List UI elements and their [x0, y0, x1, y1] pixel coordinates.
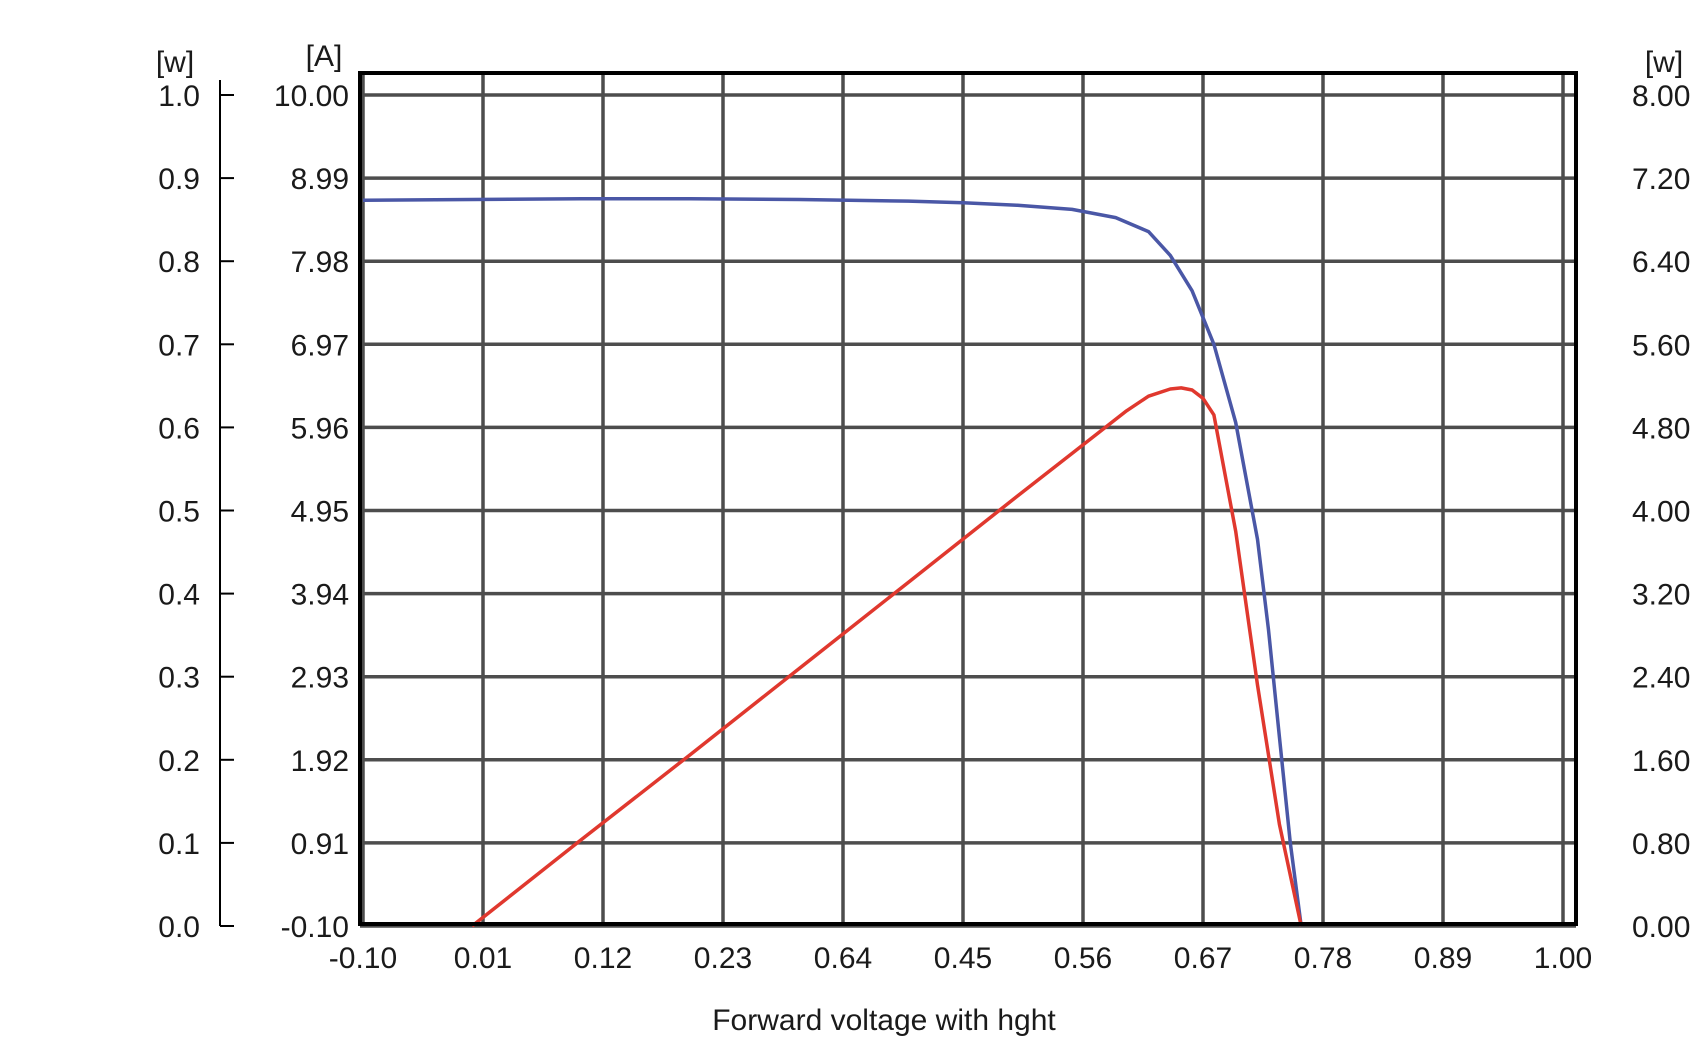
- left-inner-tick-label: 4.95: [291, 496, 349, 529]
- left-outer-tick-label: 0.5: [158, 496, 200, 529]
- left-outer-tick-label: 0.4: [158, 579, 200, 612]
- series-layer: [362, 196, 1303, 928]
- left-inner-tick-label: 8.99: [291, 163, 349, 196]
- left-outer-tick-label: 0.8: [158, 246, 200, 279]
- left-outer-unit-label: [w]: [156, 46, 194, 79]
- left-outer-y-ticks: 0.0 0.1 0.2 0.3 0.4 0.5 0.6 0.7 0.8 0.9 1.0: [158, 80, 234, 944]
- left-inner-tick-label: 0.91: [291, 828, 349, 861]
- left-inner-tick-label: 5.96: [291, 412, 349, 445]
- left-outer-tick-label: 1.0: [158, 80, 200, 113]
- x-tick-label: 0.78: [1294, 942, 1352, 975]
- left-outer-tick-label: 0.2: [158, 745, 200, 778]
- x-axis-label: Forward voltage with hght: [712, 1004, 1056, 1037]
- x-tick-label: 0.67: [1174, 942, 1232, 975]
- right-unit-label: [w]: [1645, 46, 1683, 79]
- power-curve-line: [471, 386, 1303, 928]
- right-tick-label: 1.60: [1632, 745, 1690, 778]
- right-tick-label: 8.00: [1632, 80, 1690, 113]
- x-tick-label: 0.01: [454, 942, 512, 975]
- right-tick-label: 6.40: [1632, 246, 1690, 279]
- left-inner-y-ticks: -0.10 0.91 1.92 2.93 3.94 4.95 5.96 6.97 7.98 8.9…: [274, 80, 349, 944]
- left-outer-tick-label: 0.3: [158, 662, 200, 695]
- left-inner-tick-label: -0.10: [281, 911, 349, 944]
- right-tick-label: 0.00: [1632, 911, 1690, 944]
- x-tick-label: 0.64: [814, 942, 872, 975]
- left-inner-tick-label: 3.94: [291, 579, 349, 612]
- plot-frame: [358, 71, 1578, 926]
- right-tick-label: 4.00: [1632, 496, 1690, 529]
- left-outer-tick-label: 0.9: [158, 163, 200, 196]
- left-inner-tick-label: 1.92: [291, 745, 349, 778]
- right-tick-label: 4.80: [1632, 412, 1690, 445]
- right-tick-label: 3.20: [1632, 579, 1690, 612]
- x-tick-label: 0.12: [574, 942, 632, 975]
- left-outer-tick-label: 0.0: [158, 911, 200, 944]
- left-outer-tick-label: 0.1: [158, 828, 200, 861]
- current-curve-line: [362, 196, 1303, 927]
- left-inner-tick-label: 2.93: [291, 662, 349, 695]
- right-tick-label: 7.20: [1632, 163, 1690, 196]
- right-tick-label: 2.40: [1632, 662, 1690, 695]
- x-tick-label: 0.89: [1414, 942, 1472, 975]
- left-inner-tick-label: 7.98: [291, 246, 349, 279]
- right-tick-label: 5.60: [1632, 329, 1690, 362]
- right-y-ticks: 0.00 0.80 1.60 2.40 3.20 4.00 4.80 5.60 6.40 7.20…: [1632, 80, 1690, 944]
- x-tick-label: 0.45: [934, 942, 992, 975]
- left-outer-tick-label: 0.7: [158, 329, 200, 362]
- x-tick-label: -0.10: [329, 942, 397, 975]
- left-outer-tick-label: 0.6: [158, 412, 200, 445]
- x-tick-label: 0.23: [694, 942, 752, 975]
- right-tick-label: 0.80: [1632, 828, 1690, 861]
- x-tick-label: 1.00: [1534, 942, 1592, 975]
- left-inner-unit-label: [A]: [306, 40, 343, 73]
- left-inner-tick-label: 10.00: [274, 80, 349, 113]
- x-ticks: -0.10 0.01 0.12 0.23 0.64 0.45 0.56 0.67 0.78 0.8…: [329, 942, 1592, 975]
- left-inner-tick-label: 6.97: [291, 329, 349, 362]
- grid: [360, 73, 1576, 928]
- x-tick-label: 0.56: [1054, 942, 1112, 975]
